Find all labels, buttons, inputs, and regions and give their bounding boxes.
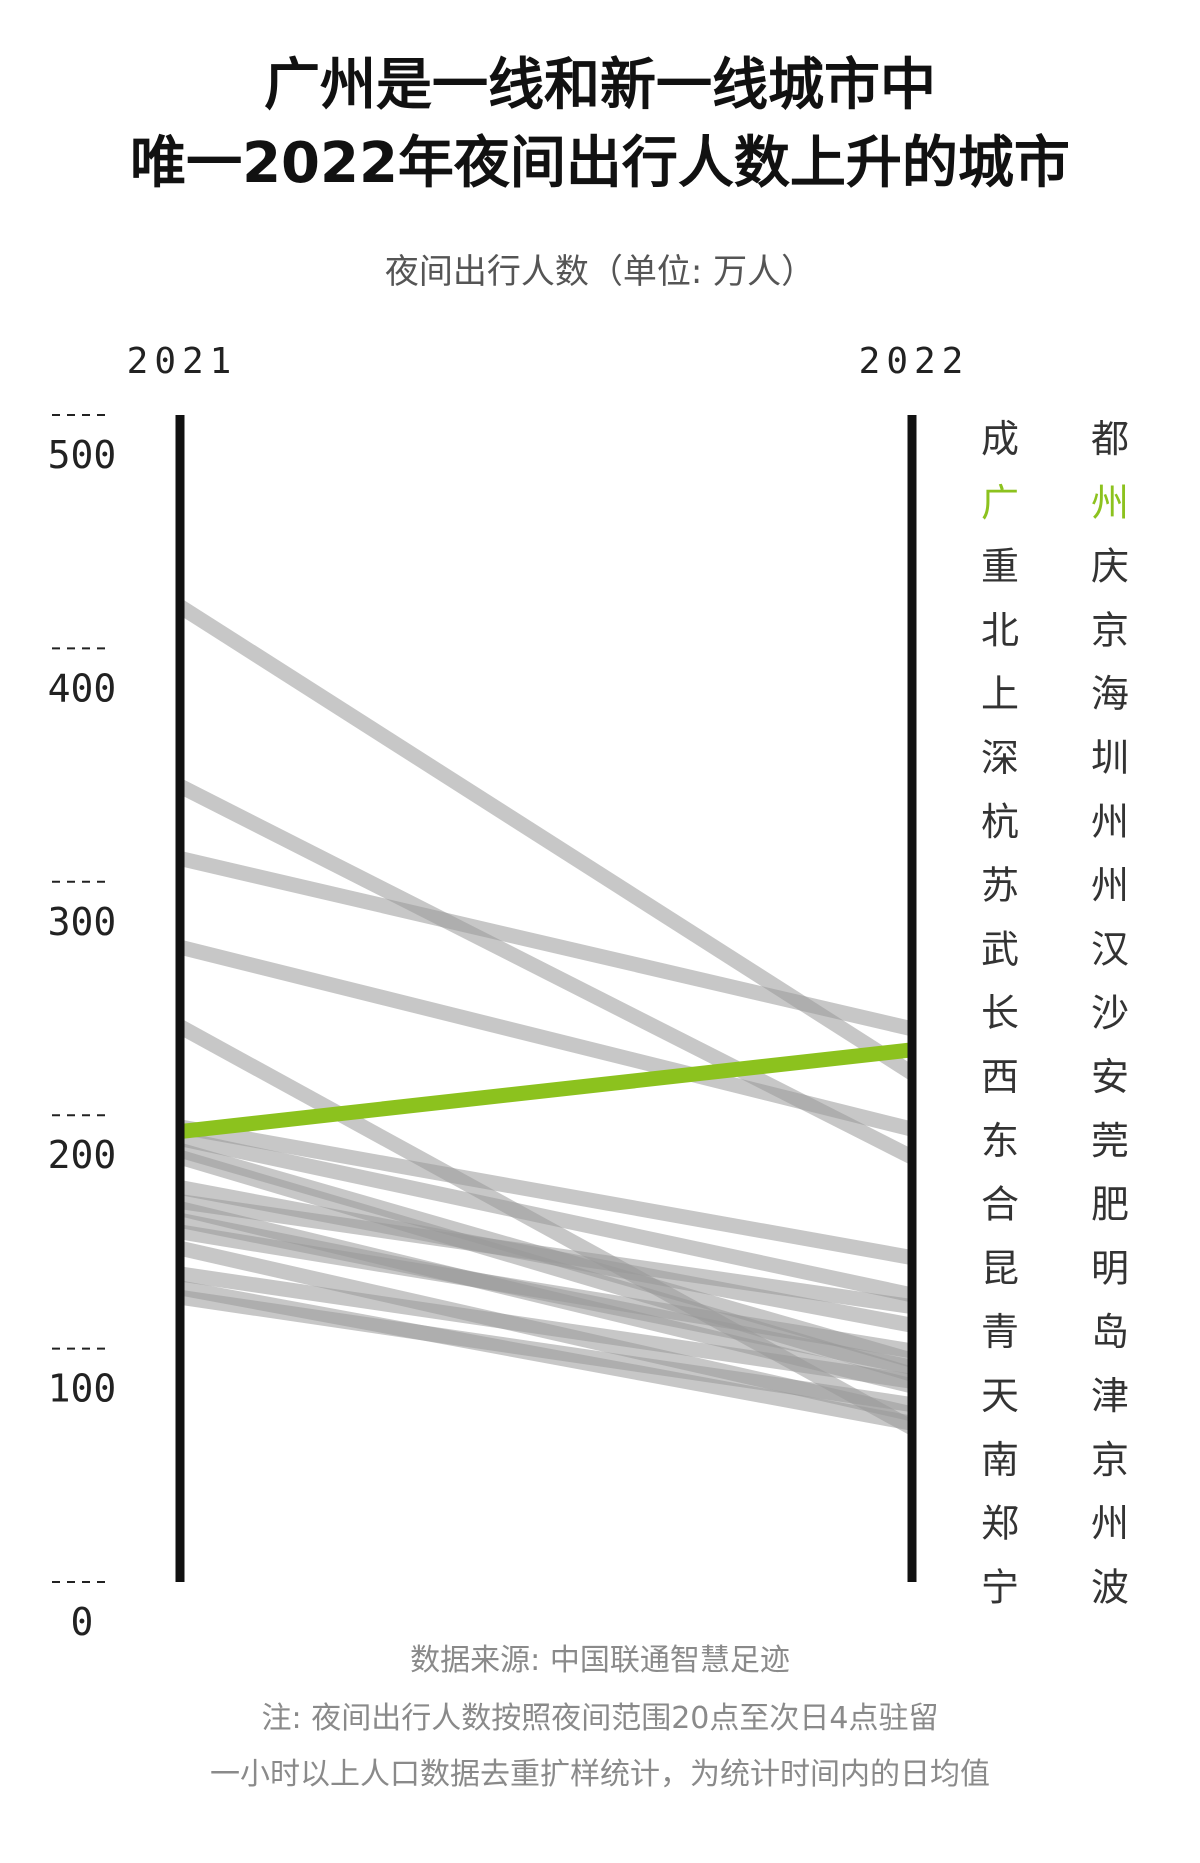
y-tick-label: 300	[48, 900, 117, 944]
city-label-left: 昆	[981, 1246, 1019, 1290]
city-label-left: 合	[981, 1183, 1019, 1227]
city-label-right: 安	[1091, 1055, 1129, 1099]
city-label-left: 西	[981, 1055, 1019, 1099]
city-label-right: 岛	[1091, 1310, 1129, 1354]
chart-subtitle: 夜间出行人数（单位: 万人）	[384, 252, 816, 292]
y-tick-label: 400	[48, 666, 117, 710]
city-label-left: 南	[981, 1438, 1019, 1482]
city-label-left: 长	[981, 991, 1019, 1035]
series-line-苏州	[178, 1131, 914, 1303]
city-label-right: 波	[1091, 1565, 1129, 1609]
city-label-right: 京	[1091, 608, 1129, 652]
city-label-right: 沙	[1091, 991, 1129, 1035]
city-label-right: 州	[1091, 800, 1129, 844]
series-line-广州	[179, 1042, 913, 1139]
city-label-left: 苏	[981, 864, 1019, 908]
city-label-right: 海	[1091, 672, 1129, 716]
city-label-right: 州	[1091, 864, 1129, 908]
y-tick-label: 500	[48, 433, 117, 477]
city-label-left: 郑	[981, 1502, 1019, 1546]
y-tick-label: 0	[71, 1600, 94, 1644]
city-label-left: 上	[981, 672, 1019, 716]
series-line-北京	[178, 851, 914, 1037]
city-label-right: 州	[1091, 481, 1129, 525]
city-label-right: 都	[1091, 417, 1129, 461]
y-axis-ticks: 0 100 200 300 400 500	[48, 414, 117, 1644]
city-label-right: 圳	[1091, 736, 1129, 780]
chart-title-line-2: 唯一2022年夜间出行人数上升的城市	[130, 131, 1070, 196]
city-label-left: 重	[981, 545, 1019, 589]
series-line-天津	[178, 1266, 914, 1389]
y-tick-label: 200	[48, 1133, 117, 1177]
series-line-宁波	[177, 1143, 915, 1368]
city-label-left: 天	[981, 1374, 1019, 1418]
city-label-right: 汉	[1091, 927, 1129, 971]
city-label-right: 津	[1091, 1374, 1129, 1418]
city-label-left: 深	[981, 736, 1019, 780]
x-label-2022: 2022	[859, 341, 970, 382]
city-label-left: 武	[981, 927, 1019, 971]
chart-title-line-1: 广州是一线和新一线城市中	[264, 53, 936, 118]
city-label-right: 京	[1091, 1438, 1129, 1482]
city-label-right: 肥	[1091, 1183, 1129, 1227]
y-tick-label: 100	[48, 1367, 117, 1411]
city-label-left: 广	[981, 481, 1019, 525]
footnote-line-2: 一小时以上人口数据去重扩样统计，为统计时间内的日均值	[210, 1757, 990, 1792]
series-line-杭州	[178, 1119, 914, 1265]
series-lines	[175, 600, 917, 1435]
city-label-right: 州	[1091, 1502, 1129, 1546]
city-label-right: 明	[1091, 1246, 1129, 1290]
footnote-line-1: 注: 夜间出行人数按照夜间范围20点至次日4点驻留	[261, 1701, 939, 1736]
city-label-right: 莞	[1091, 1119, 1129, 1163]
city-label-left: 成	[981, 417, 1019, 461]
series-line-上海	[178, 939, 914, 1137]
city-label-left: 北	[981, 608, 1019, 652]
city-label-left: 宁	[981, 1565, 1019, 1609]
city-label-left: 杭	[981, 800, 1019, 844]
city-label-right: 庆	[1091, 545, 1129, 589]
series-line-郑州	[178, 1289, 914, 1413]
city-label-left: 东	[981, 1119, 1019, 1163]
city-labels: 成都广 州重 庆北 京上 海深 圳杭 州苏 州武 汉长 沙西 安东 莞合 肥昆 明青 岛天 津南 京郑 州宁波	[981, 417, 1129, 1609]
x-label-2021: 2021	[127, 341, 238, 382]
city-label-left: 青	[981, 1310, 1019, 1354]
data-source: 数据来源: 中国联通智慧足迹	[410, 1643, 790, 1678]
